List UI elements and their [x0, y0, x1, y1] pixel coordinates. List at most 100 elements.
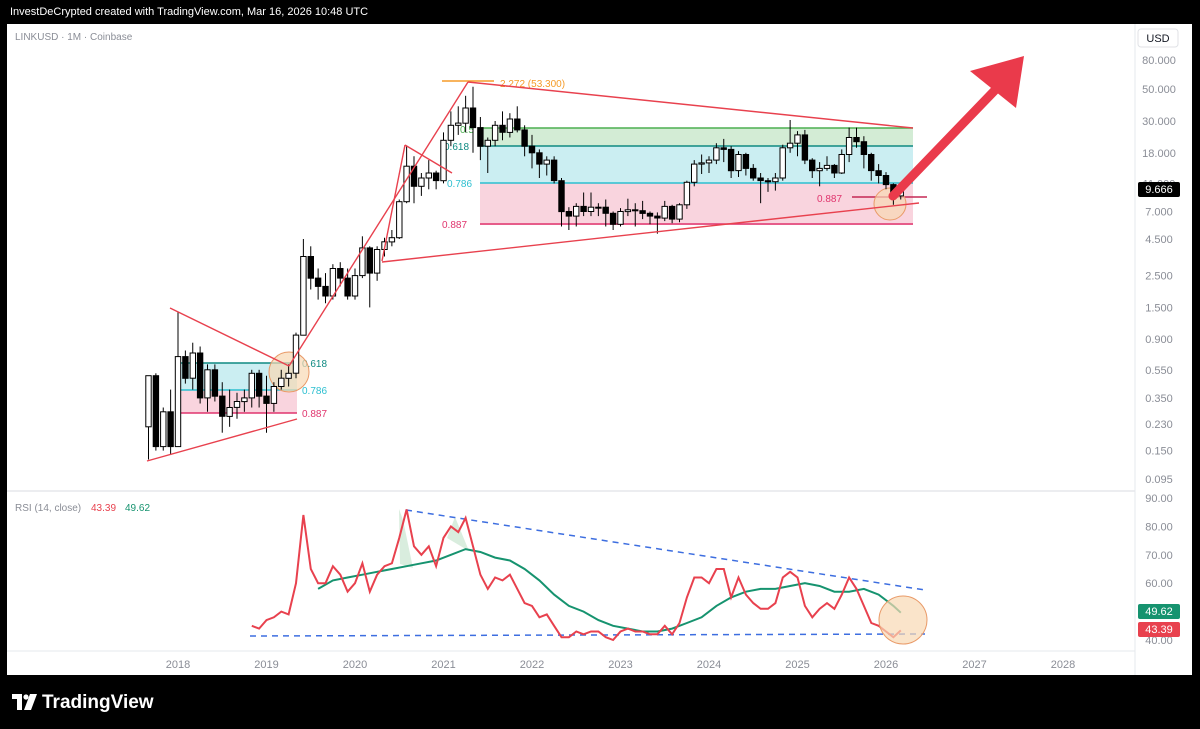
candle-body-down: [521, 129, 528, 147]
candle-body-down: [167, 411, 174, 448]
candle: [477, 117, 484, 161]
candle-body-down: [550, 159, 558, 182]
rsi-tick-label: 70.00: [1145, 550, 1173, 562]
rsi-value-header: 43.39: [91, 503, 116, 514]
candle: [403, 146, 410, 204]
fib-label-0.887-upper: 0.887: [817, 194, 842, 205]
candle: [432, 170, 440, 190]
candle-body-up: [772, 177, 779, 183]
candle-body-down: [727, 148, 735, 172]
candle-body-up: [823, 164, 831, 169]
small-fib-label-0.887: 0.887: [302, 409, 327, 420]
candle-body-up: [425, 172, 433, 179]
price-tick-label: 0.900: [1145, 334, 1173, 346]
chart-panel[interactable]: LINKUSD · 1M · Coinbase USD 2.272 (53.30…: [7, 24, 1192, 675]
price-tick-label: 4.500: [1145, 234, 1173, 246]
candle-body-up: [285, 372, 292, 379]
candle-body-down: [602, 206, 609, 214]
arrow-shaft: [888, 81, 1004, 201]
price-tick-label: 80.000: [1142, 55, 1176, 67]
candle-body-down: [255, 372, 263, 397]
candle-body-down: [514, 118, 521, 131]
candle-body-up: [484, 139, 492, 147]
candle-body-up: [241, 397, 248, 403]
candle-body-down: [337, 268, 344, 279]
rsi-ma-line: [317, 548, 902, 633]
candle: [241, 389, 248, 412]
price-tick-label: 0.095: [1145, 474, 1173, 486]
candle-body-up: [403, 165, 410, 203]
candle-body-up: [300, 256, 307, 336]
candle-body-down: [875, 170, 882, 176]
candle: [624, 198, 632, 217]
candle-body-down: [639, 210, 646, 214]
chart-title: LINKUSD · 1M · Coinbase: [15, 32, 133, 43]
fib-label-0.618: 0.618: [444, 142, 469, 153]
time-tick-label: 2023: [608, 659, 632, 671]
candle-body-down: [801, 134, 809, 161]
candle: [617, 208, 624, 227]
candle: [668, 204, 676, 224]
candle: [521, 125, 528, 157]
candle-body-up: [418, 177, 425, 187]
trend-lines: [146, 81, 920, 462]
price-chart[interactable]: LINKUSD · 1M · Coinbase USD 2.272 (53.30…: [7, 24, 1192, 675]
rsi-dashed-support: [249, 633, 926, 637]
candle: [440, 132, 447, 184]
candle-body-down: [366, 247, 374, 274]
candle-body-down: [654, 215, 661, 219]
candle-body-down: [410, 165, 418, 187]
candle-body-down: [609, 212, 617, 225]
time-axis[interactable]: 2018 2019 2020 2021 2022 2023 2024 2025 2026 2027…: [166, 659, 1075, 671]
candle-body-up: [388, 237, 396, 243]
candle-body-up: [661, 205, 668, 219]
candle-body-down: [528, 145, 536, 154]
candle: [550, 156, 558, 184]
time-tick-label: 2018: [166, 659, 190, 671]
candle: [558, 178, 565, 227]
candle: [167, 389, 174, 455]
candle-body-up: [595, 206, 602, 209]
time-tick-label: 2026: [874, 659, 898, 671]
candle: [632, 203, 639, 227]
candle-body-up: [462, 107, 469, 124]
candle-body-up: [845, 137, 853, 155]
price-axis[interactable]: 80.00050.00030.00018.00011.0007.0004.500…: [1142, 55, 1176, 486]
candle-body-up: [786, 142, 794, 149]
candle: [174, 311, 182, 448]
time-tick-label: 2025: [785, 659, 809, 671]
candle: [705, 156, 713, 173]
candle-body-down: [477, 127, 484, 147]
candle: [661, 200, 668, 222]
rsi-ma-badge: [1138, 604, 1180, 619]
candle: [735, 151, 742, 177]
candle-body-down: [499, 124, 506, 133]
time-tick-label: 2019: [254, 659, 278, 671]
trend-line-2020-triangle-top: [404, 144, 453, 174]
candle: [300, 239, 307, 336]
candle-body-up: [794, 134, 801, 144]
time-tick-label: 2020: [343, 659, 367, 671]
candle: [491, 121, 499, 147]
candle: [270, 382, 278, 412]
candle: [543, 156, 550, 176]
candle: [831, 164, 838, 178]
rsi-tick-label: 40.00: [1145, 635, 1173, 647]
currency-button[interactable]: [1137, 28, 1179, 48]
fib-zone-pink: [480, 183, 913, 225]
candle: [152, 373, 160, 451]
tradingview-logo-icon: [12, 694, 37, 710]
candle-body-up: [705, 159, 713, 164]
time-tick-label: 2021: [431, 659, 455, 671]
candle: [160, 407, 167, 451]
time-tick-label: 2024: [697, 659, 721, 671]
bullish-arrow: [888, 56, 1024, 201]
candle-body-up: [624, 209, 632, 213]
candle-body-up: [204, 369, 211, 399]
candle: [609, 211, 617, 230]
candle-body-up: [447, 124, 455, 141]
price-tick-label: 1.500: [1145, 302, 1173, 314]
candle: [882, 172, 890, 190]
candle-body-down: [182, 356, 189, 379]
candle-body-down: [809, 159, 816, 172]
